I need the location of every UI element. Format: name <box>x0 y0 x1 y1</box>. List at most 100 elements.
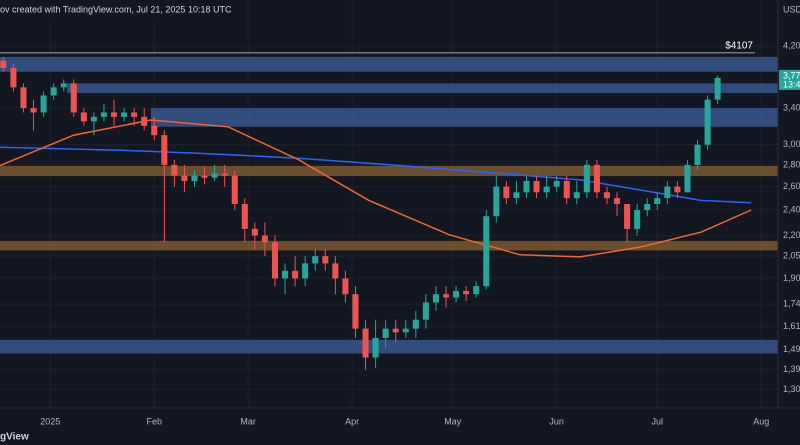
x-tick-label: May <box>444 416 462 426</box>
zone <box>0 339 778 354</box>
candle-body <box>412 319 419 329</box>
zone <box>0 240 778 251</box>
candle-body <box>20 87 27 109</box>
candle-body <box>70 83 77 113</box>
candle-body <box>432 294 439 303</box>
candle-body <box>634 210 641 229</box>
candle-body <box>271 242 279 279</box>
candle-body <box>322 256 329 264</box>
candle-body <box>191 175 198 182</box>
y-tick-label: 2,800 <box>783 159 800 169</box>
y-tick-label: 1,390 <box>783 364 800 374</box>
candle-body <box>161 135 168 165</box>
candle-body <box>251 228 258 236</box>
candle-body <box>503 186 510 199</box>
candle-body <box>533 181 540 193</box>
countdown: 13:4 <box>783 79 800 89</box>
candle-body <box>312 256 319 264</box>
y-tick-label: 3,000 <box>783 139 800 149</box>
x-tick-label: Apr <box>345 416 359 426</box>
x-tick-label: Jun <box>549 416 564 426</box>
candle-body <box>332 263 339 279</box>
candle-body <box>573 192 580 199</box>
candle-body <box>0 60 7 68</box>
candle-body <box>684 164 691 193</box>
candle-body <box>261 235 268 243</box>
candle-body <box>50 87 57 96</box>
y-tick-label: 1,610 <box>783 321 800 331</box>
candle-body <box>483 216 490 287</box>
candle-body <box>201 175 208 178</box>
y-tick-label: 1,900 <box>783 273 800 283</box>
header-bg <box>0 0 225 20</box>
price-tag <box>779 69 800 90</box>
candle-body <box>372 337 379 358</box>
candle-body <box>392 328 399 333</box>
level-label: $4107 <box>725 40 753 51</box>
candle-body <box>624 203 631 229</box>
zone <box>0 165 778 177</box>
y-tick-label: 1,740 <box>783 298 800 308</box>
candle-body <box>442 294 450 298</box>
candle-body <box>543 186 550 193</box>
candle-body <box>181 175 188 182</box>
candle-body <box>422 302 429 320</box>
candle-body <box>131 112 138 117</box>
zone <box>150 108 778 127</box>
candle-body <box>121 112 128 117</box>
candle-body <box>593 164 600 193</box>
plot-area: $4107 <box>0 0 778 408</box>
x-tick-label: Aug <box>753 416 769 426</box>
y-tick-label: 1,490 <box>783 344 800 354</box>
candle-body <box>80 112 87 122</box>
x-tick-label: Jul <box>652 416 664 426</box>
candle-body <box>30 108 37 113</box>
candle-body <box>463 290 470 295</box>
candle-body <box>704 99 711 145</box>
candle-body <box>654 198 661 204</box>
zone <box>0 56 778 72</box>
candle-body <box>171 164 178 176</box>
candle-body <box>292 270 299 279</box>
candle-body <box>10 67 17 88</box>
candle-body <box>583 164 590 193</box>
price-tag-label: 3,770 <box>783 70 800 80</box>
candle-body <box>382 328 389 338</box>
candle-body <box>60 83 67 88</box>
moving-average <box>0 119 752 258</box>
zone <box>67 83 778 94</box>
candle-body <box>563 181 570 199</box>
candle-body <box>453 290 460 298</box>
x-tick-label: Feb <box>147 416 163 426</box>
y-tick-label: 2,200 <box>783 230 800 240</box>
candle-body <box>614 198 621 204</box>
candle-body <box>342 278 349 295</box>
y-tick-label: 1,300 <box>783 384 800 394</box>
candle-body <box>362 328 369 358</box>
credit: ov created with TradingView.com, Jul 21,… <box>0 4 232 14</box>
candle-body <box>493 186 500 217</box>
candle-body <box>402 328 409 333</box>
candle-body <box>110 112 118 117</box>
time-axis: 2025 Feb Mar Apr May Jun Jul Aug <box>40 416 769 426</box>
candle-body <box>241 203 248 229</box>
y-tick-label: 3,400 <box>783 102 800 112</box>
candle-body <box>714 77 721 100</box>
y-tick-label: 2,050 <box>783 251 800 261</box>
candle-body <box>674 186 681 193</box>
candle-body <box>211 173 218 178</box>
y-tick-label: 4,200 <box>783 41 800 51</box>
candle-body <box>694 144 701 165</box>
candle-body <box>231 175 238 204</box>
currency: USD <box>783 4 800 14</box>
logo: gView <box>0 432 29 443</box>
y-tick-label: 2,600 <box>783 181 800 191</box>
y-tick-label: 2,400 <box>783 204 800 214</box>
x-tick-label: Mar <box>240 416 256 426</box>
price-axis: USD 4,200 3,400 3,000 2,800 2,600 2,400 2,200 2… <box>779 4 800 394</box>
candle-body <box>523 181 530 193</box>
candle-body <box>221 173 228 176</box>
